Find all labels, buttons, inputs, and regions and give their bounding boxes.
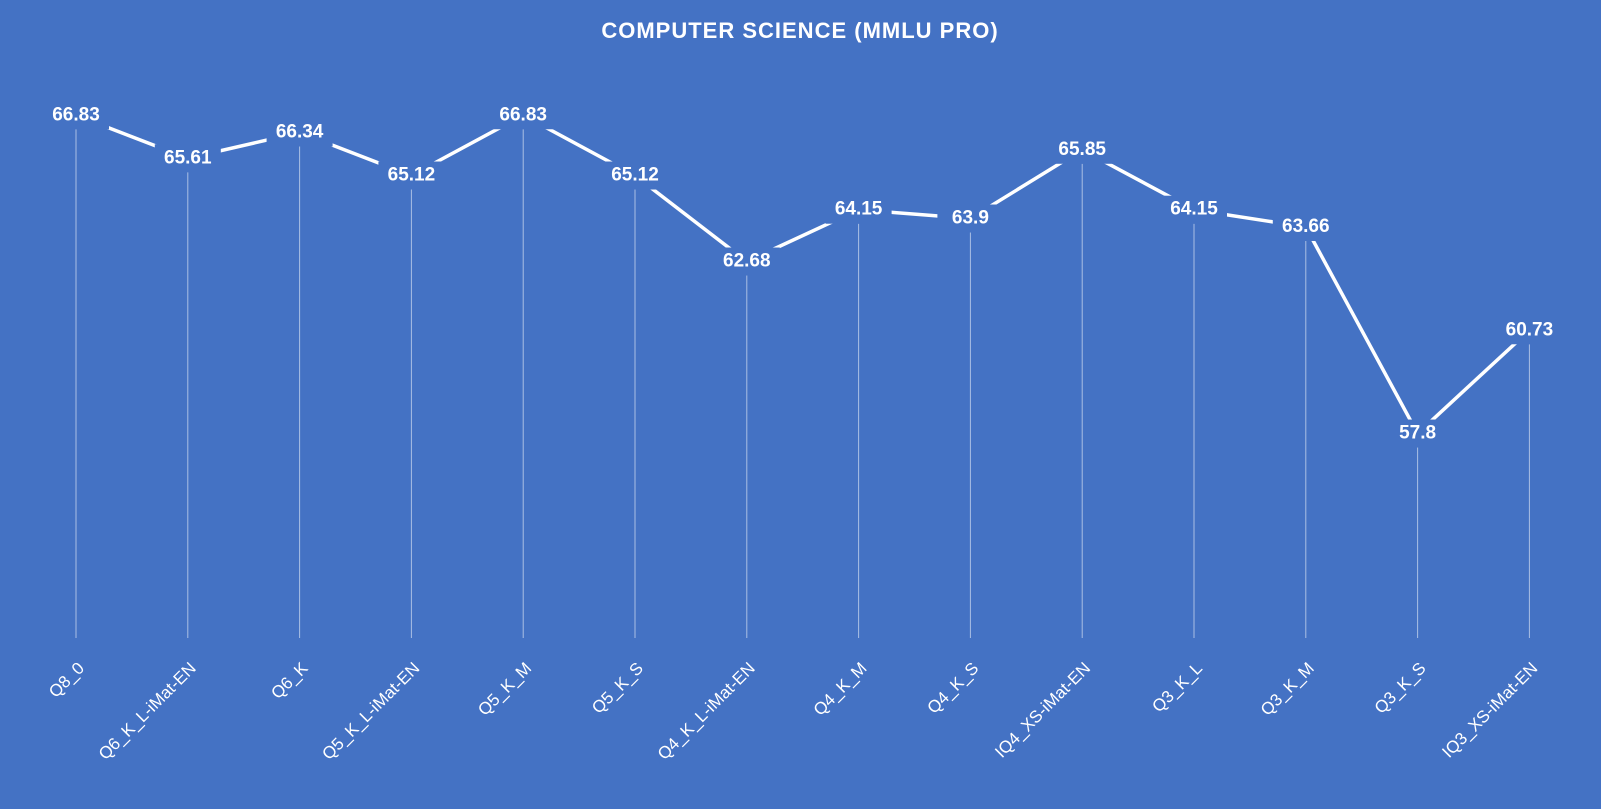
- data-label: 66.83: [499, 104, 547, 125]
- data-label: 62.68: [723, 251, 771, 272]
- data-label: 66.34: [276, 122, 324, 143]
- label-background: [490, 101, 557, 130]
- label-background: [1049, 135, 1116, 164]
- label-background: [154, 144, 221, 173]
- label-background: [266, 118, 333, 147]
- data-label: 64.15: [835, 199, 883, 220]
- label-background: [602, 161, 668, 190]
- label-background: [1272, 212, 1339, 241]
- data-label: 63.66: [1282, 216, 1330, 237]
- data-label: 66.83: [52, 104, 100, 125]
- data-label: 65.61: [164, 147, 212, 168]
- chart-title: COMPUTER SCIENCE (MMLU PRO): [601, 18, 998, 43]
- data-label: 65.85: [1058, 139, 1106, 160]
- data-label: 60.73: [1506, 319, 1554, 340]
- data-label: 64.15: [1170, 199, 1218, 220]
- label-background: [1161, 195, 1227, 224]
- data-label: 63.9: [952, 208, 989, 229]
- data-label: 65.12: [388, 165, 436, 186]
- data-label: 65.12: [611, 165, 659, 186]
- label-background: [43, 101, 109, 130]
- label-background: [378, 161, 445, 190]
- label-background: [1384, 419, 1451, 448]
- data-label: 57.8: [1399, 423, 1436, 444]
- label-background: [1496, 316, 1563, 345]
- label-background: [937, 204, 1004, 233]
- label-background: [825, 195, 892, 224]
- label-background: [713, 247, 780, 276]
